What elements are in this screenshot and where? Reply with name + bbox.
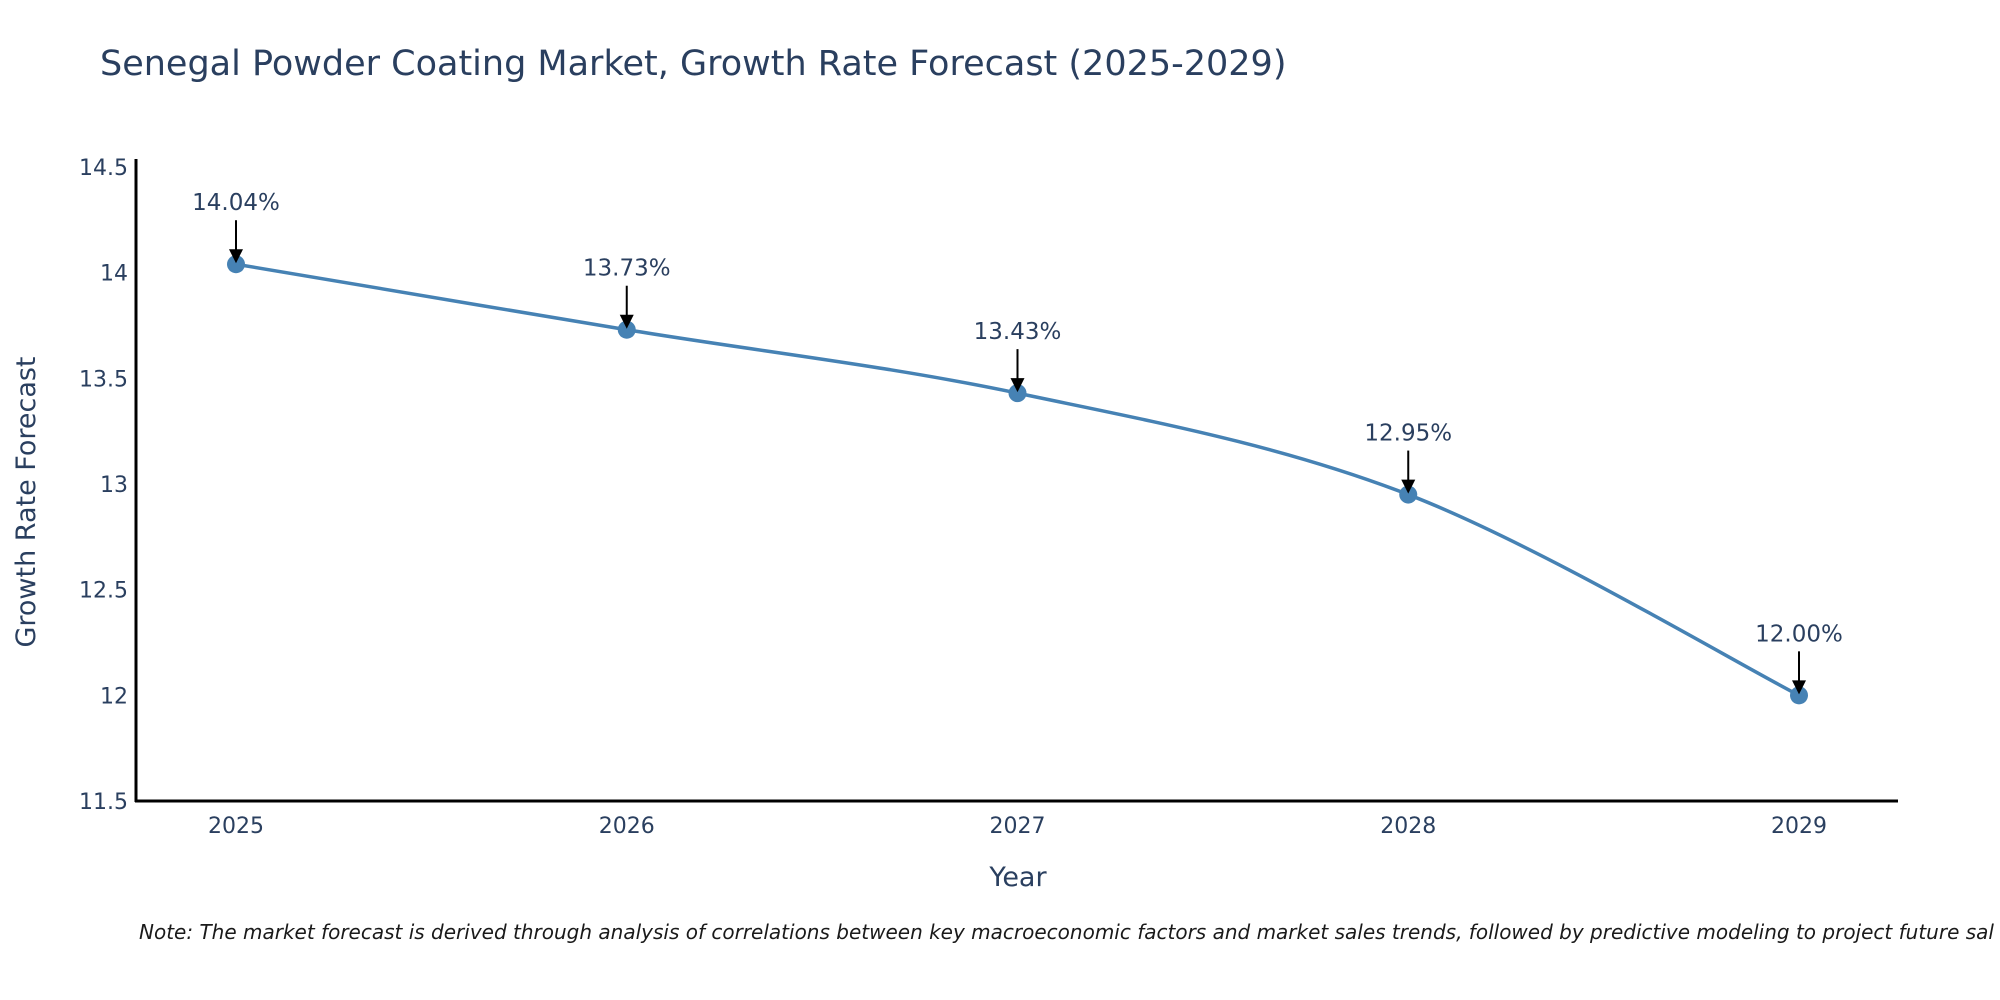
axes [134, 159, 1898, 803]
y-tick-label: 11.5 [79, 790, 128, 815]
y-tick-label: 13.5 [79, 367, 128, 392]
data-label: 12.95% [1364, 421, 1452, 447]
annotation-arrowhead [1401, 479, 1416, 494]
y-tick-label: 14 [100, 262, 128, 287]
y-tick-label: 13 [100, 473, 128, 498]
annotation-arrowhead [1792, 680, 1806, 695]
annotation-arrowhead [229, 249, 243, 264]
data-point [617, 320, 636, 339]
data-point [227, 255, 245, 274]
x-axis-ticks: 2025 2026 2027 2028 2029 [208, 814, 1827, 839]
data-points [227, 255, 1808, 705]
footnote: Note: The market forecast is derived thr… [139, 920, 1994, 944]
annotation-arrowhead [1010, 378, 1025, 393]
data-label: 13.43% [974, 319, 1062, 345]
data-point [1790, 686, 1808, 705]
x-tick-label: 2028 [1380, 814, 1436, 839]
x-axis-title: Year [988, 862, 1047, 893]
x-tick-label: 2029 [1771, 814, 1827, 839]
data-annotations: 14.04% 13.73% 13.43% 12.95% 12.00% [192, 190, 1843, 695]
data-label: 12.00% [1755, 621, 1843, 647]
x-tick-label: 2026 [599, 814, 655, 839]
y-tick-label: 12.5 [79, 579, 128, 604]
annotation-arrowhead [619, 314, 634, 329]
data-label: 13.73% [583, 256, 671, 282]
data-label: 14.04% [192, 190, 280, 216]
data-point [1008, 384, 1027, 403]
y-tick-label: 12 [100, 684, 128, 709]
chart-title: Senegal Powder Coating Market, Growth Ra… [100, 44, 1287, 84]
y-axis-ticks: 11.5 12 12.5 13 13.5 14 14.5 [79, 156, 128, 815]
y-axis-title: Growth Rate Forecast [11, 356, 42, 647]
x-tick-label: 2025 [208, 814, 264, 839]
y-tick-label: 14.5 [79, 156, 128, 181]
x-tick-label: 2027 [990, 814, 1046, 839]
data-point [1399, 485, 1418, 504]
